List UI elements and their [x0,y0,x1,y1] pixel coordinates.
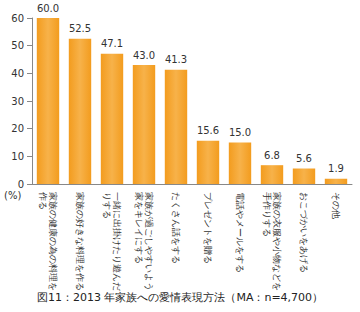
svg-text:52.5: 52.5 [69,23,91,34]
svg-text:家族の健康の為の料理を: 家族の健康の為の料理を [48,192,58,291]
svg-text:43.0: 43.0 [133,50,155,61]
svg-text:プレゼントを贈る: プレゼントを贈る [203,192,213,264]
svg-text:10: 10 [11,151,24,162]
svg-text:図11：2013 年家族への愛情表現方法（MA：n=4,70: 図11：2013 年家族への愛情表現方法（MA：n=4,700） [37,291,323,304]
svg-text:電話やメールをする: 電話やメールをする [235,192,245,273]
svg-text:家をキレイにする: 家をキレイにする [134,192,144,264]
svg-text:おこづかいをあげる: おこづかいをあげる [299,192,309,273]
svg-text:作る: 作る [38,191,48,210]
svg-text:1.9: 1.9 [328,163,344,174]
svg-text:たくさん話をする: たくさん話をする [171,192,181,264]
svg-text:家族が過ごしやすいよう: 家族が過ごしやすいよう [144,192,154,291]
svg-text:20: 20 [11,123,24,134]
svg-text:40: 40 [11,68,24,79]
svg-text:りする: りする [102,192,112,219]
svg-text:15.0: 15.0 [229,127,251,138]
svg-text:6.8: 6.8 [264,150,280,161]
svg-text:0: 0 [18,179,24,190]
svg-text:(%): (%) [4,190,21,201]
svg-text:家族の衣服や小物などを: 家族の衣服や小物などを [272,192,282,291]
svg-text:60.0: 60.0 [37,3,59,14]
svg-text:15.6: 15.6 [197,125,219,136]
svg-text:一緒に出掛けたり遊んだ: 一緒に出掛けたり遊んだ [112,192,122,291]
svg-text:30: 30 [11,96,24,107]
svg-text:47.1: 47.1 [101,38,123,49]
svg-text:60: 60 [11,13,24,24]
svg-text:その他: その他 [331,192,341,219]
svg-text:41.3: 41.3 [165,54,187,65]
svg-text:家族の好きな料理を作る: 家族の好きな料理を作る [75,192,85,291]
svg-text:5.6: 5.6 [296,153,312,164]
svg-text:手作りする: 手作りする [262,192,272,237]
svg-text:50: 50 [11,40,24,51]
